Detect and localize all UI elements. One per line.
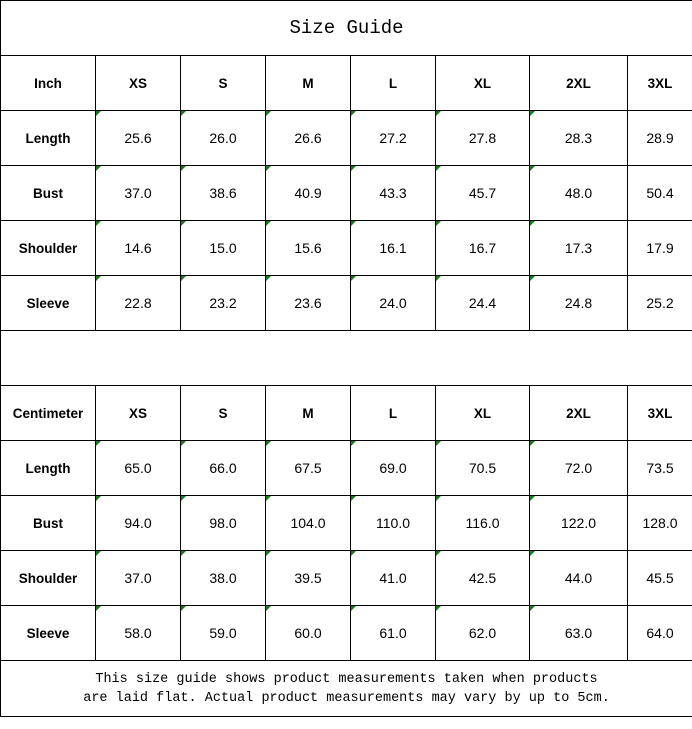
measurement-cell: 73.5 <box>626 440 692 496</box>
page-title: Size Guide <box>0 0 692 56</box>
unit-header: Centimeter <box>0 385 96 441</box>
row-label: Length <box>0 440 96 496</box>
size-header: XL <box>435 385 530 441</box>
spacer-row <box>0 330 692 386</box>
measurement-cell: 37.0 <box>95 165 181 221</box>
measurement-cell: 25.2 <box>626 275 692 331</box>
measurement-cell: 104.0 <box>265 495 351 551</box>
measurement-cell: 41.0 <box>350 550 436 606</box>
measurement-cell: 58.0 <box>95 605 181 661</box>
size-header: L <box>350 55 436 111</box>
measurement-cell: 43.3 <box>350 165 436 221</box>
row-label: Shoulder <box>0 550 96 606</box>
table-row: Bust 94.0 98.0 104.0 110.0 116.0 122.0 128.0 <box>0 495 692 551</box>
size-header: 2XL <box>529 385 628 441</box>
row-label: Bust <box>0 495 96 551</box>
measurement-cell: 24.8 <box>529 275 628 331</box>
measurement-cell: 70.5 <box>435 440 530 496</box>
measurement-cell: 28.9 <box>626 110 692 166</box>
measurement-cell: 60.0 <box>265 605 351 661</box>
measurement-cell: 25.6 <box>95 110 181 166</box>
size-header: 3XL <box>626 385 692 441</box>
measurement-cell: 14.6 <box>95 220 181 276</box>
measurement-cell: 98.0 <box>180 495 266 551</box>
measurement-note: This size guide shows product measuremen… <box>0 660 692 717</box>
measurement-cell: 40.9 <box>265 165 351 221</box>
measurement-cell: 65.0 <box>95 440 181 496</box>
measurement-cell: 27.2 <box>350 110 436 166</box>
measurement-cell: 37.0 <box>95 550 181 606</box>
measurement-cell: 59.0 <box>180 605 266 661</box>
measurement-cell: 110.0 <box>350 495 436 551</box>
measurement-cell: 64.0 <box>626 605 692 661</box>
size-header: S <box>180 55 266 111</box>
measurement-cell: 27.8 <box>435 110 530 166</box>
measurement-cell: 39.5 <box>265 550 351 606</box>
table-row: Sleeve 22.8 23.2 23.6 24.0 24.4 24.8 25.2 <box>0 275 692 331</box>
measurement-cell: 45.5 <box>626 550 692 606</box>
measurement-cell: 26.6 <box>265 110 351 166</box>
measurement-cell: 38.0 <box>180 550 266 606</box>
size-header: XL <box>435 55 530 111</box>
table-row: Length 65.0 66.0 67.5 69.0 70.5 72.0 73.5 <box>0 440 692 496</box>
measurement-cell: 50.4 <box>626 165 692 221</box>
measurement-cell: 23.2 <box>180 275 266 331</box>
note-line: This size guide shows product measuremen… <box>95 671 598 687</box>
size-header: L <box>350 385 436 441</box>
header-row: Centimeter XS S M L XL 2XL 3XL <box>0 385 692 441</box>
measurement-cell: 15.0 <box>180 220 266 276</box>
size-header: 2XL <box>529 55 628 111</box>
measurement-cell: 62.0 <box>435 605 530 661</box>
row-label: Length <box>0 110 96 166</box>
measurement-cell: 26.0 <box>180 110 266 166</box>
size-header: 3XL <box>626 55 692 111</box>
measurement-cell: 16.1 <box>350 220 436 276</box>
measurement-cell: 16.7 <box>435 220 530 276</box>
measurement-cell: 38.6 <box>180 165 266 221</box>
size-header: M <box>265 55 351 111</box>
measurement-cell: 42.5 <box>435 550 530 606</box>
table-row: Length 25.6 26.0 26.6 27.2 27.8 28.3 28.9 <box>0 110 692 166</box>
row-label: Sleeve <box>0 605 96 661</box>
table-row: Shoulder 37.0 38.0 39.5 41.0 42.5 44.0 45.5 <box>0 550 692 606</box>
row-label: Shoulder <box>0 220 96 276</box>
measurement-cell: 22.8 <box>95 275 181 331</box>
measurement-cell: 122.0 <box>529 495 628 551</box>
measurement-cell: 67.5 <box>265 440 351 496</box>
size-header: XS <box>95 55 181 111</box>
size-header: S <box>180 385 266 441</box>
unit-header: Inch <box>0 55 96 111</box>
measurement-cell: 69.0 <box>350 440 436 496</box>
measurement-cell: 128.0 <box>626 495 692 551</box>
size-header: M <box>265 385 351 441</box>
table-row: Shoulder 14.6 15.0 15.6 16.1 16.7 17.3 17.9 <box>0 220 692 276</box>
measurement-cell: 94.0 <box>95 495 181 551</box>
measurement-cell: 44.0 <box>529 550 628 606</box>
measurement-cell: 63.0 <box>529 605 628 661</box>
measurement-cell: 23.6 <box>265 275 351 331</box>
header-row: Inch XS S M L XL 2XL 3XL <box>0 55 692 111</box>
note-line: are laid flat. Actual product measuremen… <box>83 690 610 706</box>
measurement-cell: 17.3 <box>529 220 628 276</box>
measurement-cell: 116.0 <box>435 495 530 551</box>
measurement-cell: 66.0 <box>180 440 266 496</box>
measurement-cell: 24.4 <box>435 275 530 331</box>
measurement-cell: 72.0 <box>529 440 628 496</box>
measurement-cell: 48.0 <box>529 165 628 221</box>
measurement-cell: 45.7 <box>435 165 530 221</box>
table-row: Bust 37.0 38.6 40.9 43.3 45.7 48.0 50.4 <box>0 165 692 221</box>
measurement-cell: 28.3 <box>529 110 628 166</box>
measurement-cell: 61.0 <box>350 605 436 661</box>
measurement-cell: 17.9 <box>626 220 692 276</box>
measurement-cell: 24.0 <box>350 275 436 331</box>
table-row: Sleeve 58.0 59.0 60.0 61.0 62.0 63.0 64.0 <box>0 605 692 661</box>
size-header: XS <box>95 385 181 441</box>
measurement-cell: 15.6 <box>265 220 351 276</box>
row-label: Bust <box>0 165 96 221</box>
row-label: Sleeve <box>0 275 96 331</box>
